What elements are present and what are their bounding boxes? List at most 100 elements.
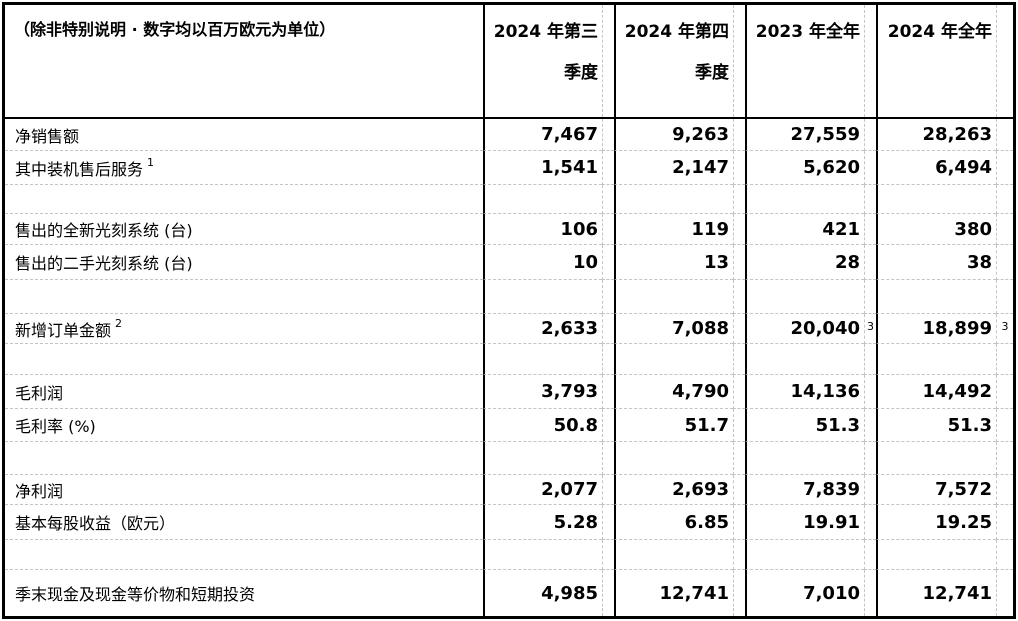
spacer-cell <box>864 570 876 616</box>
row-label: 售出的二手光刻系统 (台) <box>5 245 483 280</box>
value-cell <box>745 185 864 214</box>
row-label: 季末现金及现金等价物和短期投资 <box>5 570 483 616</box>
spacer-cell <box>602 151 614 185</box>
header-spacer-cell <box>602 5 614 117</box>
value-cell <box>745 540 864 570</box>
row-label <box>5 540 483 570</box>
spacer-cell <box>864 245 876 280</box>
value-cell <box>614 442 733 475</box>
value-text: 20,040 <box>790 318 860 339</box>
spacer-cell <box>864 505 876 540</box>
spacer-cell <box>602 214 614 245</box>
value-cell: 13 <box>614 245 733 280</box>
value-cell: 2,693 <box>614 475 733 505</box>
empty-row <box>5 280 1013 314</box>
row-label-text: 基本每股收益（欧元） <box>15 514 176 533</box>
value-cell: 28,263 <box>876 119 996 151</box>
value-text: 6,494 <box>935 157 992 178</box>
spacer-cell <box>864 280 876 314</box>
value-text: 2,693 <box>672 479 729 500</box>
value-text: 28 <box>834 251 860 273</box>
value-cell: 51.3 <box>876 409 996 442</box>
value-text: 7,467 <box>541 124 598 145</box>
row-label-text: 售出的二手光刻系统 (台) <box>15 254 193 273</box>
value-cell <box>483 344 602 375</box>
spacer-cell: 3 <box>864 314 876 344</box>
spacer-cell <box>996 119 1013 151</box>
value-cell <box>614 185 733 214</box>
value-cell: 421 <box>745 214 864 245</box>
spacer-cell <box>733 151 745 185</box>
footnote-marker: 3 <box>1001 320 1009 333</box>
column-header-2024-fy: 2024 年全年 <box>876 5 996 117</box>
spacer-cell <box>602 344 614 375</box>
value-cell: 14,492 <box>876 375 996 409</box>
spacer-cell <box>602 375 614 409</box>
spacer-cell <box>996 245 1013 280</box>
table-header-row: （除非特别说明 · 数字均以百万欧元为单位） 2024 年第三 季度 2024 … <box>5 5 1013 119</box>
value-text: 1,541 <box>541 157 598 178</box>
value-cell: 7,467 <box>483 119 602 151</box>
value-cell: 4,790 <box>614 375 733 409</box>
value-cell: 6.85 <box>614 505 733 540</box>
row-label-text: 新增订单金额 <box>15 320 112 340</box>
spacer-cell: 3 <box>996 314 1013 344</box>
table-row: 售出的全新光刻系统 (台) 106 119 421 380 <box>5 214 1013 245</box>
value-cell <box>876 442 996 475</box>
value-text: 7,839 <box>803 479 860 500</box>
spacer-cell <box>864 344 876 375</box>
value-text: 19.91 <box>803 511 860 533</box>
value-text: 119 <box>691 218 729 240</box>
value-cell <box>745 280 864 314</box>
empty-row <box>5 540 1013 570</box>
spacer-cell <box>602 409 614 442</box>
column-header-line1: 2024 年第三 <box>493 22 598 42</box>
value-cell: 10 <box>483 245 602 280</box>
value-text: 2,147 <box>672 157 729 178</box>
spacer-cell <box>733 570 745 616</box>
table-row: 净利润 2,077 2,693 7,839 7,572 <box>5 475 1013 505</box>
row-label-text: 净利润 <box>15 481 64 501</box>
spacer-cell <box>733 409 745 442</box>
value-cell: 7,572 <box>876 475 996 505</box>
value-text: 14,492 <box>922 381 992 402</box>
value-text: 3,793 <box>541 381 598 402</box>
table-row: 季末现金及现金等价物和短期投资 4,985 12,741 7,010 12,741 <box>5 570 1013 616</box>
value-text: 2,633 <box>541 318 598 339</box>
spacer-cell <box>602 505 614 540</box>
row-label-text: 净销售额 <box>15 126 80 146</box>
value-cell: 119 <box>614 214 733 245</box>
column-header-line2: 季度 <box>564 63 598 83</box>
spacer-cell <box>996 409 1013 442</box>
spacer-cell <box>996 375 1013 409</box>
value-cell: 27,559 <box>745 119 864 151</box>
table-row: 基本每股收益（欧元） 5.28 6.85 19.91 19.25 <box>5 505 1013 540</box>
value-text: 10 <box>572 251 598 273</box>
value-text: 9,263 <box>672 124 729 145</box>
value-cell <box>745 344 864 375</box>
spacer-cell <box>864 119 876 151</box>
value-text: 51.3 <box>947 414 992 436</box>
table-row: 新增订单金额 2 2,633 7,088 20,040 3 18,899 3 <box>5 314 1013 344</box>
spacer-cell <box>733 344 745 375</box>
row-label: 毛利润 <box>5 375 483 409</box>
row-label: 基本每股收益（欧元） <box>5 505 483 540</box>
header-spacer-cell <box>996 5 1013 117</box>
spacer-cell <box>996 185 1013 214</box>
footnote-marker: 2 <box>115 317 123 330</box>
unit-note: （除非特别说明 · 数字均以百万欧元为单位） <box>14 20 336 39</box>
spacer-cell <box>733 442 745 475</box>
column-header-line2: 季度 <box>695 63 729 83</box>
spacer-cell <box>864 214 876 245</box>
value-cell <box>614 280 733 314</box>
spacer-cell <box>733 245 745 280</box>
column-header-2024-q3: 2024 年第三 季度 <box>483 5 602 117</box>
value-cell: 18,899 <box>876 314 996 344</box>
value-cell: 9,263 <box>614 119 733 151</box>
spacer-cell <box>996 344 1013 375</box>
value-cell: 4,985 <box>483 570 602 616</box>
value-text: 7,010 <box>803 582 860 604</box>
value-cell: 19.91 <box>745 505 864 540</box>
spacer-cell <box>733 475 745 505</box>
